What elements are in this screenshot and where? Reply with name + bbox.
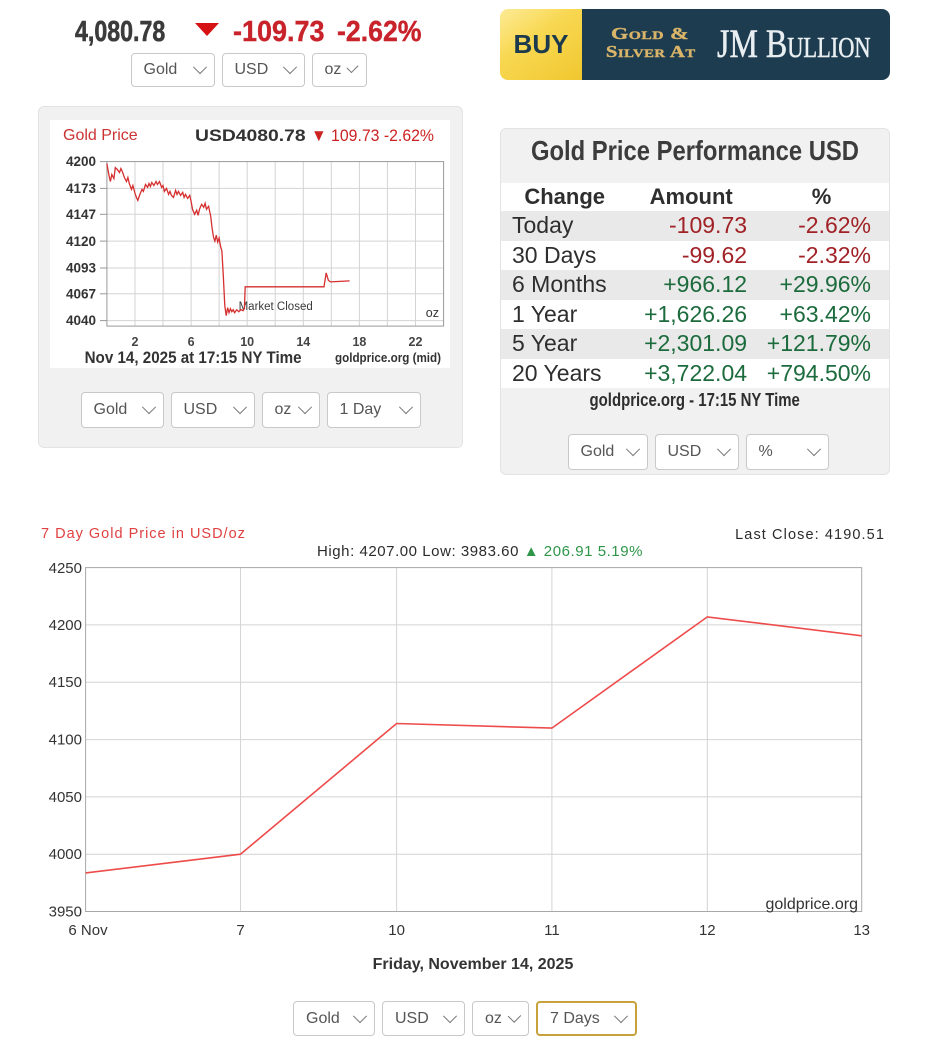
svg-text:6 Nov: 6 Nov xyxy=(68,922,108,939)
svg-text:4150: 4150 xyxy=(49,674,82,691)
svg-text:4200: 4200 xyxy=(66,154,96,169)
svg-text:7: 7 xyxy=(236,922,244,939)
svg-text:4120: 4120 xyxy=(66,234,96,249)
svg-text:18: 18 xyxy=(352,335,366,349)
svg-text:4173: 4173 xyxy=(66,181,97,196)
svg-text:22: 22 xyxy=(409,335,423,349)
svg-text:4067: 4067 xyxy=(66,287,96,302)
svg-text:4250: 4250 xyxy=(49,560,82,577)
svg-text:12: 12 xyxy=(699,922,716,939)
svg-text:goldprice.org: goldprice.org xyxy=(766,896,859,913)
svg-text:Gold Price: Gold Price xyxy=(63,127,138,144)
svg-text:Nov 14, 2025 at 17:15 NY Time: Nov 14, 2025 at 17:15 NY Time xyxy=(85,349,302,367)
svg-text:4093: 4093 xyxy=(66,261,97,276)
svg-text:2: 2 xyxy=(132,335,139,349)
svg-text:14: 14 xyxy=(296,335,310,349)
svg-text:USD4080.78 ▼ 109.73 -2.62%: USD4080.78 ▼ 109.73 -2.62% xyxy=(195,126,434,145)
svg-text:oz: oz xyxy=(426,306,439,320)
svg-text:Market Closed: Market Closed xyxy=(239,301,313,313)
svg-text:11: 11 xyxy=(544,922,560,939)
svg-text:4040: 4040 xyxy=(66,313,96,328)
svg-text:13: 13 xyxy=(853,922,870,939)
svg-text:4147: 4147 xyxy=(66,207,96,222)
svg-text:4000: 4000 xyxy=(49,846,82,863)
svg-text:4050: 4050 xyxy=(49,789,82,806)
svg-text:4200: 4200 xyxy=(49,617,82,634)
svg-text:10: 10 xyxy=(240,335,254,349)
svg-text:goldprice.org (mid): goldprice.org (mid) xyxy=(335,351,441,365)
svg-text:3950: 3950 xyxy=(49,904,82,921)
svg-text:4100: 4100 xyxy=(49,732,82,749)
svg-text:6: 6 xyxy=(188,335,195,349)
svg-text:10: 10 xyxy=(388,922,405,939)
